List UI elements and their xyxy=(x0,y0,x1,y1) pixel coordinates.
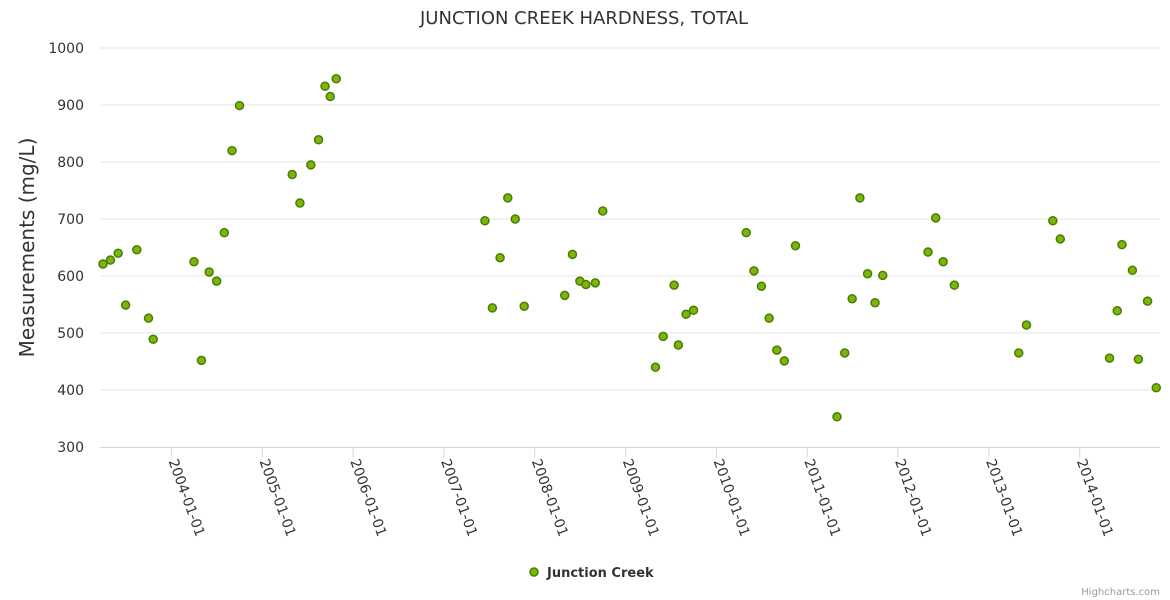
data-point[interactable] xyxy=(669,280,679,290)
x-tick-label: 2012-01-01 xyxy=(891,457,934,539)
y-tick-label: 500 xyxy=(57,326,84,342)
data-point[interactable] xyxy=(519,301,529,311)
data-point[interactable] xyxy=(1112,306,1122,316)
data-point[interactable] xyxy=(764,313,774,323)
data-point[interactable] xyxy=(590,278,601,288)
x-tick-label: 2004-01-01 xyxy=(165,457,208,539)
data-point[interactable] xyxy=(1117,239,1127,250)
data-point[interactable] xyxy=(749,266,759,276)
data-point[interactable] xyxy=(581,279,591,290)
data-point[interactable] xyxy=(1133,354,1144,364)
data-point[interactable] xyxy=(1014,348,1024,358)
y-tick-label: 300 xyxy=(57,440,84,456)
data-point[interactable] xyxy=(1048,215,1058,226)
series-points xyxy=(98,74,1162,422)
data-point[interactable] xyxy=(120,300,131,310)
data-point[interactable] xyxy=(211,276,222,286)
data-point[interactable] xyxy=(234,100,245,111)
y-tick-label: 600 xyxy=(57,269,84,285)
data-point[interactable] xyxy=(598,206,608,216)
data-point[interactable] xyxy=(1104,353,1115,363)
data-point[interactable] xyxy=(204,267,214,277)
data-point[interactable] xyxy=(567,249,578,260)
x-tick-label: 2007-01-01 xyxy=(437,457,480,539)
data-point[interactable] xyxy=(495,253,505,263)
y-tick-label: 800 xyxy=(57,155,84,171)
data-point[interactable] xyxy=(320,81,330,91)
data-point[interactable] xyxy=(878,270,888,281)
legend-marker-icon xyxy=(529,567,539,577)
data-point[interactable] xyxy=(148,334,158,345)
y-tick-label: 700 xyxy=(57,212,84,228)
data-point[interactable] xyxy=(313,135,324,145)
data-point[interactable] xyxy=(1055,234,1066,244)
data-point[interactable] xyxy=(331,74,341,84)
data-point[interactable] xyxy=(219,227,230,238)
data-point[interactable] xyxy=(132,245,142,255)
data-point[interactable] xyxy=(295,198,305,208)
data-point[interactable] xyxy=(855,193,865,203)
grid xyxy=(100,47,1160,391)
data-point[interactable] xyxy=(847,294,857,304)
data-point[interactable] xyxy=(503,193,513,203)
data-point[interactable] xyxy=(189,257,199,267)
data-point[interactable] xyxy=(658,331,668,342)
data-point[interactable] xyxy=(113,248,123,258)
data-point[interactable] xyxy=(325,91,336,102)
y-tick-label: 400 xyxy=(57,383,84,399)
legend-item-label[interactable]: Junction Creek xyxy=(546,566,654,581)
x-tick-label: 2014-01-01 xyxy=(1073,457,1116,539)
chart-title: JUNCTION CREEK HARDNESS, TOTAL xyxy=(419,8,748,29)
data-point[interactable] xyxy=(480,215,490,226)
data-point[interactable] xyxy=(688,305,699,315)
data-point[interactable] xyxy=(98,259,108,269)
data-point[interactable] xyxy=(938,257,948,267)
data-point[interactable] xyxy=(790,241,801,251)
y-tick-label: 1000 xyxy=(48,41,84,57)
data-point[interactable] xyxy=(923,247,933,257)
x-tick-label: 2006-01-01 xyxy=(346,457,389,539)
data-point[interactable] xyxy=(143,313,154,323)
data-point[interactable] xyxy=(559,290,570,301)
data-point[interactable] xyxy=(930,213,941,223)
y-tick-label: 900 xyxy=(57,98,84,114)
data-point[interactable] xyxy=(487,303,498,313)
data-point[interactable] xyxy=(779,356,790,366)
data-point[interactable] xyxy=(510,214,520,224)
data-point[interactable] xyxy=(105,255,116,265)
data-point[interactable] xyxy=(839,348,850,358)
data-point[interactable] xyxy=(1127,265,1138,276)
data-point[interactable] xyxy=(741,227,751,238)
data-point[interactable] xyxy=(1021,320,1032,330)
data-point[interactable] xyxy=(862,268,873,279)
credits-link[interactable]: Highcharts.com xyxy=(1081,587,1160,598)
data-point[interactable] xyxy=(870,298,880,308)
x-tick-label: 2013-01-01 xyxy=(982,457,1025,539)
data-point[interactable] xyxy=(1142,296,1153,306)
data-point[interactable] xyxy=(196,355,207,366)
data-point[interactable] xyxy=(772,345,782,355)
data-point[interactable] xyxy=(756,281,767,292)
data-point[interactable] xyxy=(1151,382,1162,393)
x-tick-label: 2010-01-01 xyxy=(710,457,753,539)
x-tick-label: 2009-01-01 xyxy=(619,457,662,539)
data-point[interactable] xyxy=(650,362,661,372)
legend[interactable]: Junction Creek xyxy=(529,566,654,581)
x-tick-label: 2008-01-01 xyxy=(528,457,571,539)
x-axis-ticks: 2004-01-01 2005-01-01 2006-01-01 2007-01-01… xyxy=(165,447,1116,539)
data-point[interactable] xyxy=(681,309,691,319)
data-point[interactable] xyxy=(306,160,316,170)
y-axis-label: Measurements (mg/L) xyxy=(15,138,39,358)
data-point[interactable] xyxy=(832,412,842,422)
y-axis-ticks: 300 400 500 600 700 800 900 1000 xyxy=(48,41,84,456)
x-tick-label: 2011-01-01 xyxy=(800,457,843,539)
data-point[interactable] xyxy=(227,145,237,156)
data-point[interactable] xyxy=(673,340,684,350)
data-point[interactable] xyxy=(287,169,297,180)
data-point[interactable] xyxy=(949,280,960,290)
x-tick-label: 2005-01-01 xyxy=(256,457,299,539)
